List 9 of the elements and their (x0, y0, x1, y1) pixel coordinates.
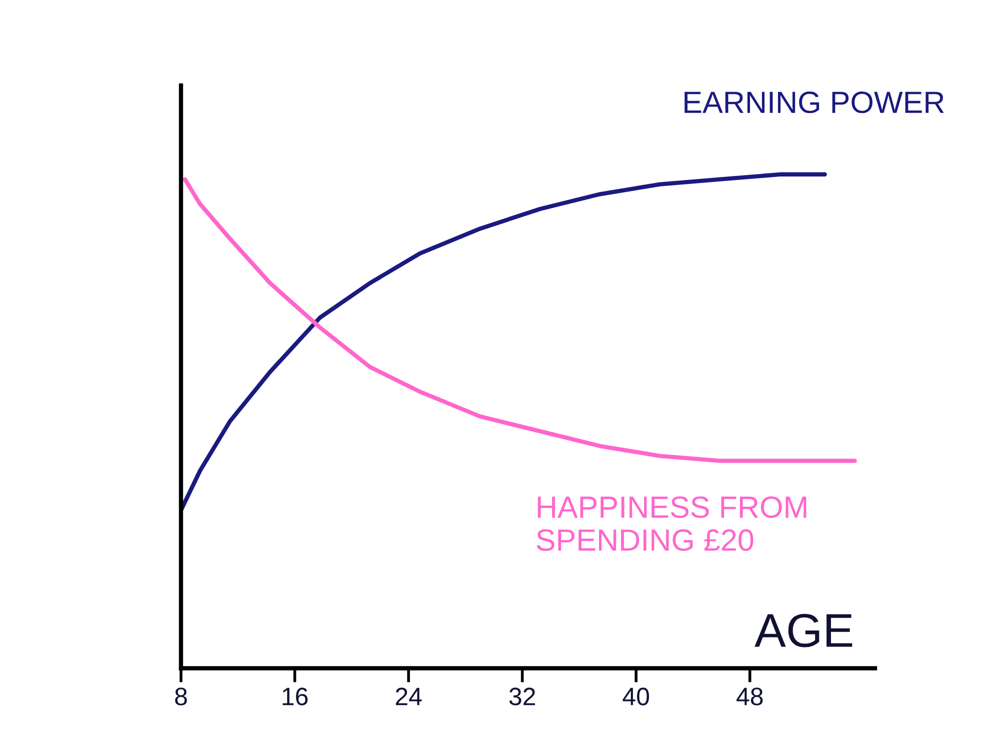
series-label: HAPPINESS FROM SPENDING £20 (536, 496, 806, 551)
x-tick-label: 48 (736, 688, 763, 706)
x-tick-label: 32 (509, 688, 535, 706)
text: EARNING POWER (684, 92, 944, 114)
x-tick-label: 40 (622, 688, 650, 706)
x-axis-title: AGE (754, 614, 852, 648)
x-tick-label: 24 (396, 688, 422, 706)
x-tick-label: 16 (282, 688, 308, 706)
x-tick-label: 8 (175, 688, 187, 706)
